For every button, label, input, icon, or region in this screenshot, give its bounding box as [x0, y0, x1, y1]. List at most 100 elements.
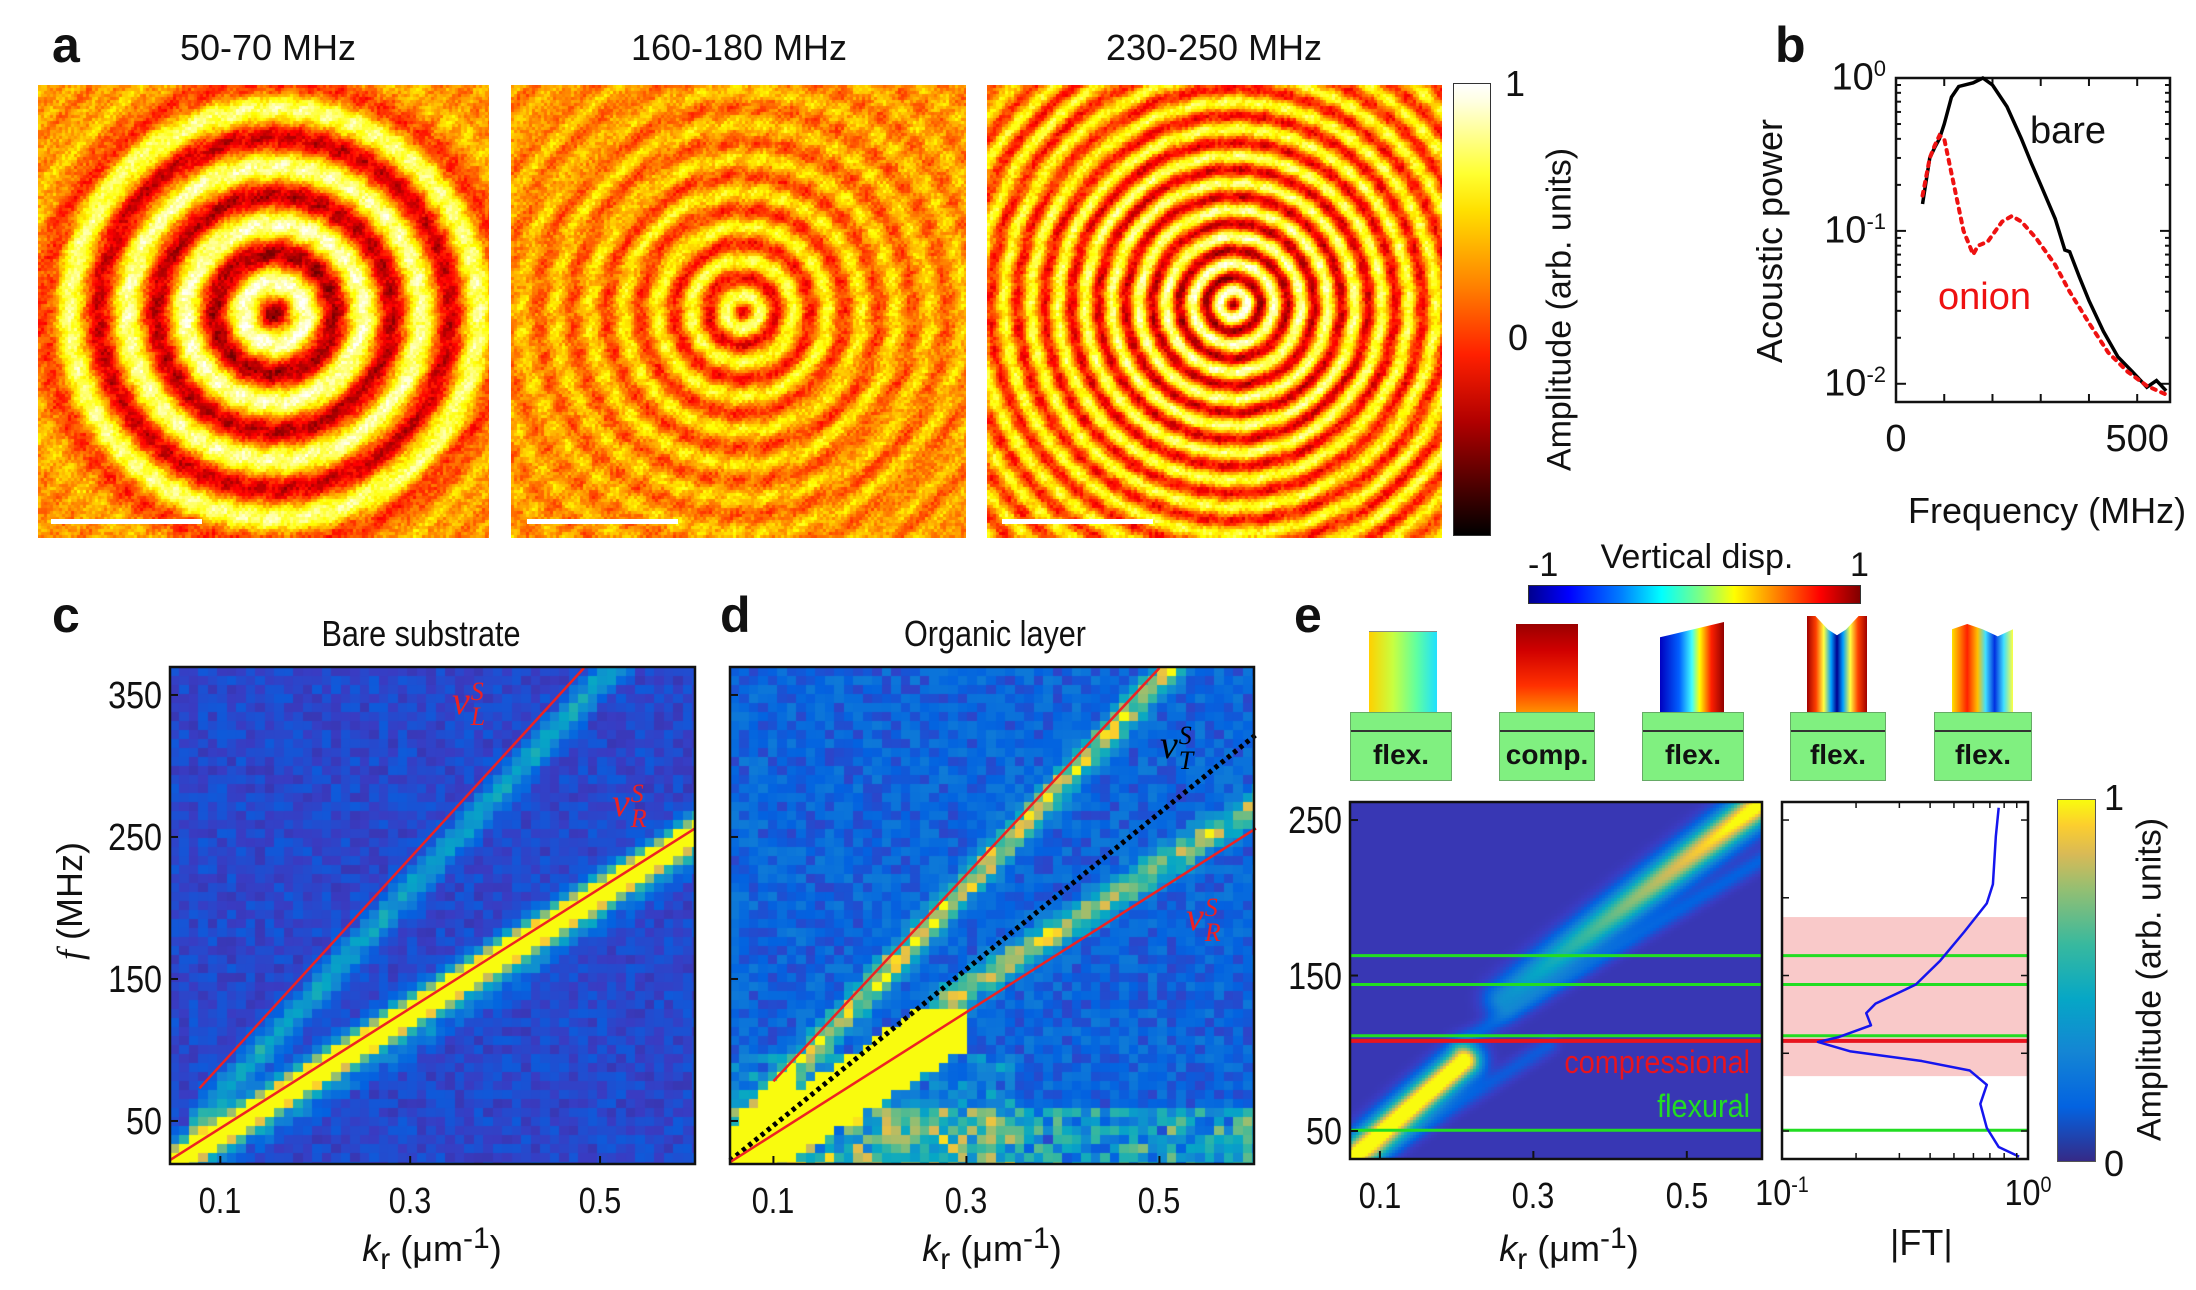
x-axis-label: kr (μm-1): [1499, 1222, 1638, 1277]
x-axis-label: kr (μm-1): [362, 1222, 501, 1277]
panel-label-d: d: [720, 587, 751, 643]
x-tick-label: 0.3: [388, 1180, 432, 1221]
amplitude-map-50-70: [38, 85, 489, 538]
y-tick-label: 10-1: [1780, 209, 1886, 253]
unit-exponent: -1: [1600, 1222, 1627, 1255]
jet-colorbar: [1528, 585, 1861, 604]
unit-close: ): [1049, 1228, 1062, 1269]
x-tick-label: 0.3: [945, 1180, 988, 1221]
dispersion-heatmap-organic: [730, 667, 1254, 1164]
dispersion-heatmap-bare: [170, 667, 695, 1164]
series-label-onion: onion: [1938, 276, 2031, 318]
substrate-block-2: comp.: [1499, 712, 1595, 781]
y-tick-label: 350: [108, 674, 162, 717]
tick-base: 10: [1755, 1172, 1792, 1213]
hot-colorbar: [1453, 83, 1491, 536]
theory-line-T: [728, 732, 1258, 1163]
mode-label: flex.: [1372, 739, 1430, 770]
mode-shape-1: [1369, 631, 1437, 713]
scale-bar: [1002, 519, 1153, 524]
v-subscript: R: [1204, 917, 1221, 947]
v-symbol: v: [1160, 721, 1178, 767]
parula-colorbar: [2057, 799, 2096, 1162]
tick-exponent: 0: [2040, 1172, 2052, 1197]
tick-base: 10: [1824, 362, 1867, 405]
x-axis-label-b: Frequency (MHz): [1908, 490, 2187, 531]
mode-label: comp.: [1505, 739, 1589, 770]
v-superscript: S: [1204, 893, 1218, 922]
plot-frame-e: [1348, 800, 1764, 1161]
v-symbol: v: [452, 677, 470, 723]
simulated-dispersion-heatmap: [1350, 802, 1762, 1159]
mode-label: flex.: [1954, 739, 2012, 770]
map-title-2: 160-180 MHz: [630, 27, 848, 68]
scale-bar: [527, 519, 678, 524]
series-line-bare: [1920, 75, 2168, 392]
y-axis-label-c: f (MHz): [49, 821, 91, 981]
v-subscript: R: [630, 803, 647, 833]
x-tick-label: 0.5: [1665, 1175, 1709, 1216]
theory-line-upper: [772, 667, 1161, 1083]
y-tick-label: 10-2: [1780, 362, 1886, 406]
f-symbol: f: [50, 949, 90, 960]
x-tick-label: 0.1: [199, 1180, 242, 1221]
unit-exponent: -1: [1023, 1222, 1050, 1255]
substrate-block-3: flex.: [1642, 712, 1744, 781]
y-tick-label: 50: [126, 1100, 162, 1143]
k-symbol: k: [922, 1228, 941, 1269]
k-subscript: r: [1517, 1243, 1528, 1277]
tick-exponent: -1: [1791, 1172, 1809, 1197]
series-line-onion: [1920, 132, 2169, 397]
panel-label-b: b: [1775, 17, 1806, 73]
amplitude-map-230-250: [987, 85, 1442, 538]
y-tick-label: 250: [1288, 800, 1342, 843]
k-subscript: r: [940, 1243, 951, 1277]
x-tick-label: 500: [2105, 418, 2169, 460]
panel-label-c: c: [52, 587, 80, 643]
amplitude-map-160-180: [511, 85, 966, 538]
legend-flexural: flexural: [1657, 1088, 1750, 1124]
y-tick-label: 150: [1288, 955, 1342, 998]
chart-title-d: Organic layer: [904, 613, 1086, 654]
x-tick-label: 0.3: [1512, 1175, 1555, 1216]
mode-shape-3: [1660, 622, 1724, 712]
x-axis-label: kr (μm-1): [922, 1222, 1061, 1277]
panel-label-a: a: [52, 17, 80, 73]
y-tick-label: 150: [108, 958, 162, 1001]
plot-frame-c: [168, 665, 697, 1166]
y-axis-label-b: Acoustic power: [1749, 118, 1790, 364]
y-tick-label: 50: [1306, 1111, 1342, 1153]
map-title-3: 230-250 MHz: [1105, 27, 1323, 68]
series-label-bare: bare: [2030, 110, 2107, 152]
x-axis-label-ft: |FT|: [1890, 1222, 1953, 1263]
x-tick-label: 0.5: [1138, 1180, 1181, 1221]
substrate-block-1: flex.: [1350, 712, 1452, 781]
x-tick-label: 0.1: [1358, 1175, 1402, 1216]
unit: (μm: [950, 1228, 1024, 1269]
disp-colorbar-title: Vertical disp.: [1600, 538, 1794, 576]
unit-close: ): [1626, 1228, 1639, 1269]
amp-colorbar-max: 1: [2104, 777, 2125, 818]
plot-frame-d: [728, 665, 1256, 1166]
k-subscript: r: [380, 1243, 391, 1277]
map-title-1: 50-70 MHz: [179, 27, 357, 68]
unit: (μm: [1527, 1228, 1601, 1269]
v-superscript: S: [1178, 721, 1192, 750]
unit: (μm: [390, 1228, 464, 1269]
unit-exponent: -1: [463, 1222, 490, 1255]
tick-exponent: 0: [1873, 56, 1886, 81]
v-superscript: S: [630, 779, 644, 808]
x-tick-label: 0: [1885, 418, 1907, 460]
x-tick-label: 0.5: [578, 1180, 622, 1221]
x-tick-label: 100: [1983, 1172, 2073, 1214]
substrate-block-5: flex.: [1934, 712, 2032, 781]
theory-line-R: [729, 827, 1257, 1164]
v-subscript: T: [1178, 745, 1194, 775]
unit-close: ): [489, 1228, 502, 1269]
tick-base: 10: [1824, 209, 1867, 252]
disp-colorbar-max: 1: [1850, 546, 1869, 584]
